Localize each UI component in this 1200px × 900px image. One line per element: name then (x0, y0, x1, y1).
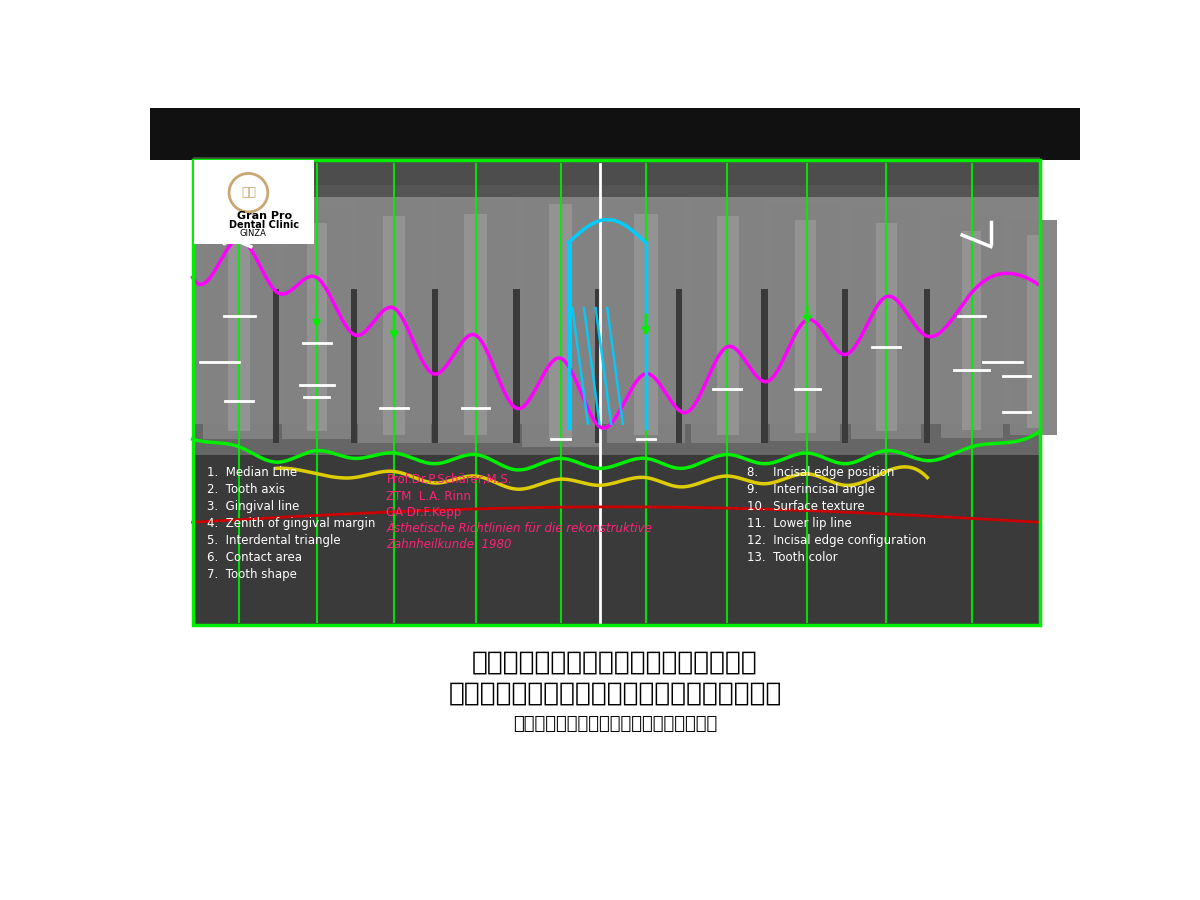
Text: 3.  Gingival line: 3. Gingival line (206, 500, 299, 513)
Bar (150, 108, 1080, 160)
Bar (464, 214, 487, 436)
Bar (358, 201, 431, 443)
Bar (350, 289, 356, 443)
Bar (306, 223, 328, 431)
Bar (716, 216, 739, 436)
Bar (550, 204, 572, 439)
Bar (635, 214, 658, 436)
Text: 2.  Tooth axis: 2. Tooth axis (206, 483, 284, 497)
Bar (876, 223, 898, 431)
Bar (193, 160, 1039, 625)
Bar (228, 212, 251, 431)
Bar (522, 189, 600, 446)
Text: 4.  Zenith of gingival margin: 4. Zenith of gingival margin (206, 518, 374, 530)
Text: 9.    Interincisal angle: 9. Interincisal angle (746, 483, 875, 497)
Text: GINZA: GINZA (239, 229, 266, 238)
Bar (437, 199, 515, 443)
Text: OA Dr.F.Kepp: OA Dr.F.Kepp (386, 506, 462, 518)
Bar (193, 454, 1039, 626)
Text: Dental Clinic: Dental Clinic (229, 220, 299, 230)
Text: 6.  Contact area: 6. Contact area (206, 551, 301, 564)
Text: 8.    Incisal edge position: 8. Incisal edge position (746, 466, 894, 480)
Bar (194, 160, 314, 244)
Bar (274, 289, 280, 443)
Text: 5.  Interdental triangle: 5. Interdental triangle (206, 535, 341, 547)
Bar (924, 289, 930, 443)
Text: ZTM  L.A. Rinn: ZTM L.A. Rinn (386, 490, 472, 502)
Bar (432, 289, 438, 443)
Text: Ästhetische Richtlinien für die rekonstruktive: Ästhetische Richtlinien für die rekonstr… (386, 522, 653, 535)
Bar (1026, 235, 1040, 428)
Text: 12.  Incisal edge configuration: 12. Incisal edge configuration (746, 535, 926, 547)
Text: 7.  Tooth shape: 7. Tooth shape (206, 568, 296, 581)
Bar (595, 289, 601, 443)
Text: 10.  Surface texture: 10. Surface texture (746, 500, 864, 513)
Text: 症例：グランプロデンタルクリニック銀座: 症例：グランプロデンタルクリニック銀座 (512, 715, 718, 733)
Bar (383, 216, 406, 436)
Text: 審美的歯科治療にとって必要な１３項目: 審美的歯科治療にとって必要な１３項目 (472, 650, 758, 675)
Bar (514, 289, 520, 443)
Text: Zahnheilkunde  1980: Zahnheilkunde 1980 (386, 538, 512, 551)
Text: チューリッヒ大学のピーター・シェーラー教授: チューリッヒ大学のピーター・シェーラー教授 (449, 680, 781, 706)
Bar (842, 289, 848, 443)
Text: 11.  Lower lip line: 11. Lower lip line (746, 518, 852, 530)
Text: 13.  Tooth color: 13. Tooth color (746, 551, 838, 564)
Bar (193, 424, 1039, 454)
Bar (941, 216, 1002, 437)
Text: ⒼⓅ: ⒼⓅ (241, 186, 256, 199)
Bar (762, 289, 768, 443)
Bar (691, 201, 764, 443)
Bar (193, 160, 1039, 625)
Bar (193, 185, 1039, 454)
Text: 1.  Median Line: 1. Median Line (206, 466, 296, 480)
Bar (1010, 220, 1057, 436)
Bar (770, 204, 840, 441)
Bar (677, 289, 683, 443)
Text: Gran Pro: Gran Pro (236, 211, 292, 220)
Bar (851, 208, 922, 439)
Bar (282, 208, 352, 439)
Text: Prof.Dr.P.Schärer,M.S.: Prof.Dr.P.Schärer,M.S. (386, 473, 512, 486)
Bar (203, 196, 276, 439)
Bar (607, 199, 685, 443)
Bar (794, 220, 816, 433)
Bar (962, 231, 980, 430)
Bar (193, 157, 1039, 196)
